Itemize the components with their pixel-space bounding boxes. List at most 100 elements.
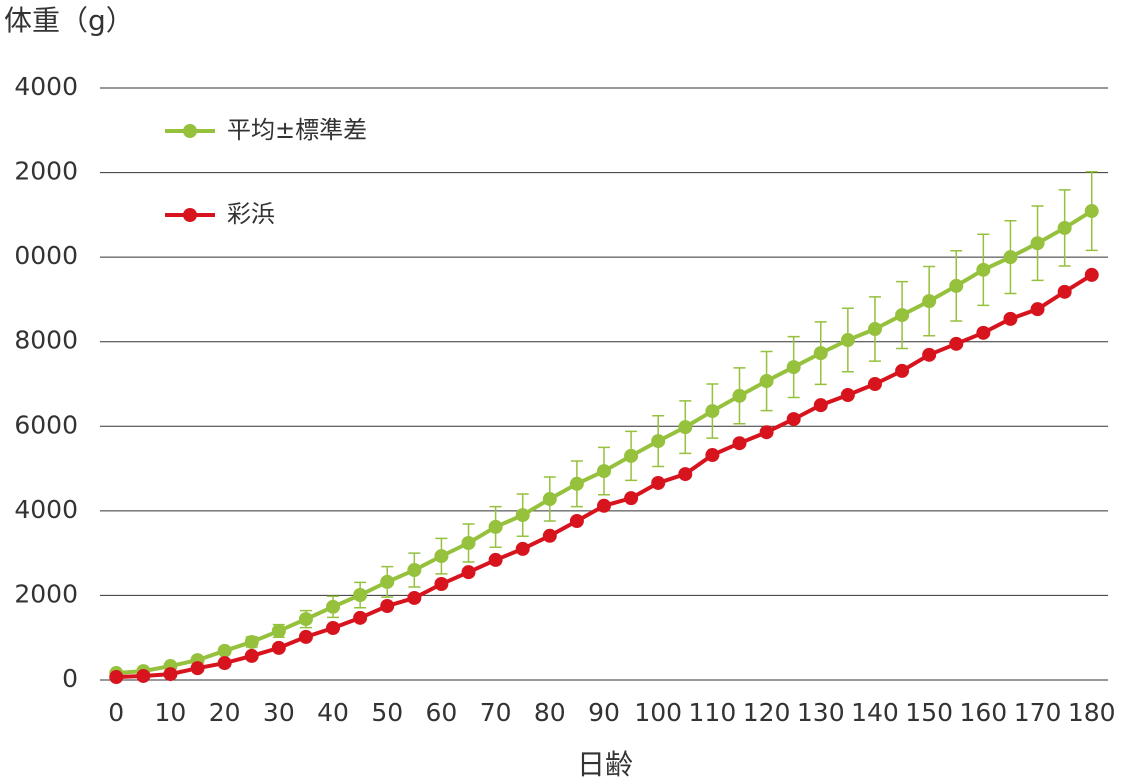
data-point: [380, 599, 395, 613]
data-point: [867, 322, 882, 337]
data-point: [1030, 236, 1045, 251]
data-point: [895, 308, 910, 323]
data-point: [298, 612, 313, 627]
y-tick-label: 4000: [14, 72, 78, 101]
legend-marker: [183, 208, 197, 222]
data-point: [732, 436, 747, 451]
legend-label: 平均±標準差: [227, 116, 367, 144]
y-tick-label: 6000: [14, 410, 78, 439]
data-point: [922, 294, 937, 309]
data-point: [271, 623, 286, 638]
data-point: [542, 492, 557, 507]
data-point: [461, 535, 476, 550]
x-tick-label: 30: [263, 698, 295, 727]
x-tick-label: 110: [689, 698, 737, 727]
data-point: [624, 491, 639, 506]
data-point: [380, 574, 395, 589]
data-point: [1084, 204, 1099, 219]
data-point: [840, 387, 855, 402]
data-point: [326, 599, 341, 614]
data-point: [407, 590, 422, 605]
y-tick-label: 8000: [14, 326, 78, 355]
x-tick-label: 170: [1014, 698, 1062, 727]
data-point: [434, 577, 449, 592]
x-tick-label: 90: [588, 698, 620, 727]
x-tick-label: 180: [1068, 698, 1116, 727]
data-point: [976, 262, 991, 277]
y-tick-label: 2000: [14, 579, 78, 608]
data-point: [244, 634, 259, 649]
data-point: [569, 514, 584, 529]
x-tick-label: 20: [209, 698, 241, 727]
data-point: [217, 643, 232, 658]
data-point: [813, 346, 828, 361]
data-point: [298, 629, 313, 644]
x-tick-label: 80: [534, 698, 566, 727]
data-point: [217, 656, 232, 671]
data-point: [705, 404, 720, 419]
data-point: [922, 347, 937, 362]
y-tick-label: 2000: [14, 157, 78, 186]
data-point: [786, 360, 801, 375]
data-point: [407, 563, 422, 578]
data-point: [840, 333, 855, 348]
data-point: [244, 648, 259, 663]
data-point: [813, 398, 828, 413]
data-point: [678, 420, 693, 435]
chart-title: 体重（g）: [4, 4, 134, 37]
x-tick-label: 0: [108, 698, 124, 727]
data-point: [163, 667, 178, 682]
data-point: [624, 448, 639, 463]
x-axis-label: 日齢: [577, 748, 633, 781]
x-tick-label: 50: [371, 698, 403, 727]
data-point: [705, 448, 720, 463]
data-point: [515, 541, 530, 556]
data-point: [759, 425, 774, 440]
x-tick-label: 40: [317, 698, 349, 727]
data-point: [542, 528, 557, 543]
data-point: [1057, 284, 1072, 299]
data-point: [461, 565, 476, 580]
x-tick-label: 120: [743, 698, 791, 727]
data-point: [1003, 250, 1018, 265]
x-tick-label: 70: [480, 698, 512, 727]
y-tick-label: 0000: [14, 241, 78, 270]
x-tick-label: 160: [959, 698, 1007, 727]
data-point: [949, 278, 964, 293]
y-tick-label: 4000: [14, 495, 78, 524]
data-point: [136, 668, 151, 683]
data-point: [515, 508, 530, 523]
data-point: [190, 661, 205, 676]
data-point: [1003, 311, 1018, 326]
data-point: [678, 467, 693, 482]
data-point: [732, 388, 747, 403]
x-tick-label: 130: [797, 698, 845, 727]
data-point: [326, 620, 341, 635]
data-point: [949, 336, 964, 351]
data-point: [651, 434, 666, 449]
data-point: [353, 588, 368, 603]
data-point: [786, 412, 801, 427]
data-point: [976, 325, 991, 340]
legend-marker: [183, 124, 197, 138]
x-tick-label: 140: [851, 698, 899, 727]
series-line: [116, 209, 1093, 676]
data-point: [434, 549, 449, 564]
data-point: [353, 610, 368, 625]
x-tick-label: 150: [905, 698, 953, 727]
data-point: [895, 363, 910, 378]
data-point: [597, 464, 611, 479]
y-tick-label: 0: [62, 664, 78, 693]
x-tick-label: 60: [426, 698, 458, 727]
data-point: [488, 519, 503, 534]
data-point: [1084, 267, 1099, 282]
data-point: [651, 475, 666, 490]
legend-label: 彩浜: [227, 200, 275, 228]
data-point: [867, 377, 882, 391]
x-tick-label: 100: [634, 698, 682, 727]
data-point: [1030, 302, 1045, 317]
data-point: [109, 670, 124, 685]
data-point: [759, 374, 774, 389]
data-point: [569, 476, 584, 491]
